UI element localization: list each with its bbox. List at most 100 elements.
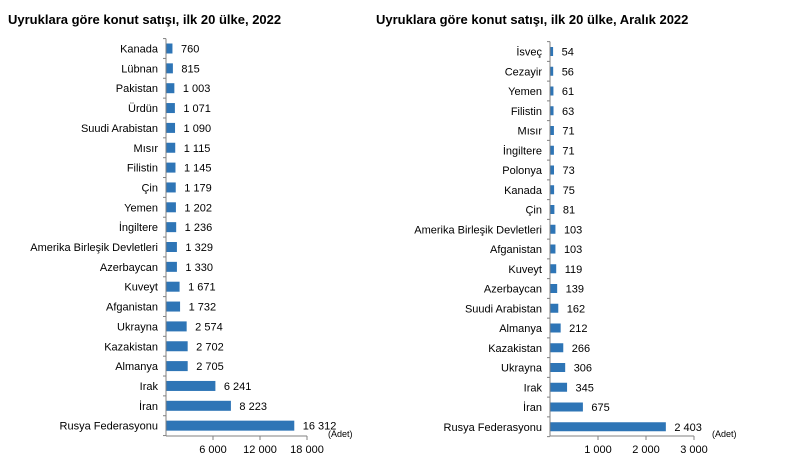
x-tick-label: 2 000 — [632, 444, 660, 456]
bar — [550, 323, 561, 333]
bar — [166, 341, 188, 352]
bar — [166, 222, 177, 233]
category-label: Çin — [525, 205, 542, 217]
value-label: 63 — [562, 106, 574, 118]
bar — [550, 126, 554, 135]
value-label: 81 — [563, 205, 575, 217]
bar — [166, 301, 181, 312]
value-label: 1 732 — [189, 302, 217, 314]
chart-title-aralik-2022: Uyruklara göre konut satışı, ilk 20 ülke… — [376, 12, 689, 27]
bar — [550, 382, 568, 392]
category-label: Almanya — [499, 323, 543, 335]
category-label: Afganistan — [490, 244, 542, 256]
bar — [550, 284, 558, 293]
value-label: 75 — [563, 185, 575, 197]
category-label: Ukrayna — [501, 363, 543, 375]
value-label: 2 705 — [196, 361, 224, 373]
category-label: İngiltere — [503, 144, 542, 157]
category-label: İsveç — [516, 46, 542, 59]
bar — [166, 420, 295, 431]
category-label: Rusya Federasyonu — [60, 421, 158, 433]
category-label: Çin — [141, 182, 158, 194]
category-label: Cezayir — [505, 66, 543, 78]
value-label: 1 330 — [185, 262, 213, 274]
category-label: Kuveyt — [508, 264, 542, 276]
unit-label: (Adet) — [712, 429, 737, 439]
bar — [550, 185, 555, 195]
category-label: Amerika Birleşik Devletleri — [30, 242, 158, 254]
category-label: Kazakistan — [104, 341, 158, 353]
category-label: Yemen — [508, 86, 542, 98]
value-label: 675 — [591, 402, 609, 414]
value-label: 212 — [569, 323, 587, 335]
x-tick-label: 1 000 — [584, 444, 612, 456]
value-label: 54 — [562, 47, 574, 59]
category-label: Kanada — [120, 44, 159, 56]
category-label: Lübnan — [121, 63, 158, 75]
unit-label: (Adet) — [328, 429, 353, 439]
value-label: 71 — [562, 145, 574, 157]
chart-title-2022: Uyruklara göre konut satışı, ilk 20 ülke… — [8, 12, 282, 27]
x-tick-label: 3 000 — [680, 444, 708, 456]
category-label: Kanada — [504, 185, 543, 197]
category-label: Suudi Arabistan — [81, 123, 158, 135]
bar — [550, 47, 554, 56]
value-label: 2 574 — [195, 321, 223, 333]
value-label: 73 — [563, 165, 575, 177]
bar — [550, 205, 555, 214]
value-label: 61 — [562, 86, 574, 98]
category-label: Yemen — [124, 202, 158, 214]
bar — [166, 400, 231, 411]
category-label: Ukrayna — [117, 321, 159, 333]
value-label: 1 179 — [184, 182, 212, 194]
bar — [166, 361, 188, 372]
bar — [550, 66, 554, 76]
x-tick-label: 12 000 — [243, 444, 277, 456]
value-label: 1 003 — [183, 83, 211, 95]
x-tick-label: 6 000 — [199, 444, 227, 456]
bar — [166, 321, 187, 332]
value-label: 56 — [562, 66, 574, 78]
bar — [166, 202, 176, 213]
bar — [166, 242, 177, 252]
x-tick-label: 18 000 — [290, 444, 324, 456]
value-label: 139 — [566, 284, 584, 296]
value-label: 1 329 — [185, 242, 213, 254]
bar — [550, 343, 564, 353]
bar — [166, 122, 176, 133]
category-label: Ürdün — [128, 103, 158, 115]
category-label: Mısır — [518, 126, 543, 138]
category-label: Kuveyt — [124, 282, 158, 294]
value-label: 6 241 — [224, 381, 252, 393]
category-label: Amerika Birleşik Devletleri — [414, 224, 542, 236]
value-label: 760 — [181, 44, 199, 56]
value-label: 16 312 — [303, 421, 337, 433]
value-label: 1 090 — [184, 123, 212, 135]
category-label: İran — [523, 401, 542, 414]
bar — [166, 261, 177, 272]
bar — [550, 402, 583, 412]
category-label: Mısır — [134, 143, 159, 155]
value-label: 1 202 — [184, 202, 212, 214]
value-label: 1 671 — [188, 282, 216, 294]
value-label: 306 — [574, 363, 592, 375]
value-label: 2 403 — [674, 422, 702, 434]
bar — [550, 106, 554, 116]
bar — [550, 86, 554, 96]
category-label: Afganistan — [106, 302, 158, 314]
bar — [550, 363, 566, 372]
value-label: 345 — [576, 382, 594, 394]
bar — [550, 264, 557, 274]
category-label: Irak — [140, 381, 159, 393]
value-label: 119 — [565, 264, 583, 276]
bar — [166, 83, 175, 94]
category-label: İngiltere — [119, 221, 158, 234]
bar — [550, 422, 666, 432]
bar — [550, 244, 556, 254]
category-label: Filistin — [127, 163, 158, 175]
value-label: 103 — [564, 224, 582, 236]
value-label: 1 115 — [184, 143, 211, 155]
value-label: 8 223 — [239, 401, 267, 413]
value-label: 815 — [181, 63, 199, 75]
